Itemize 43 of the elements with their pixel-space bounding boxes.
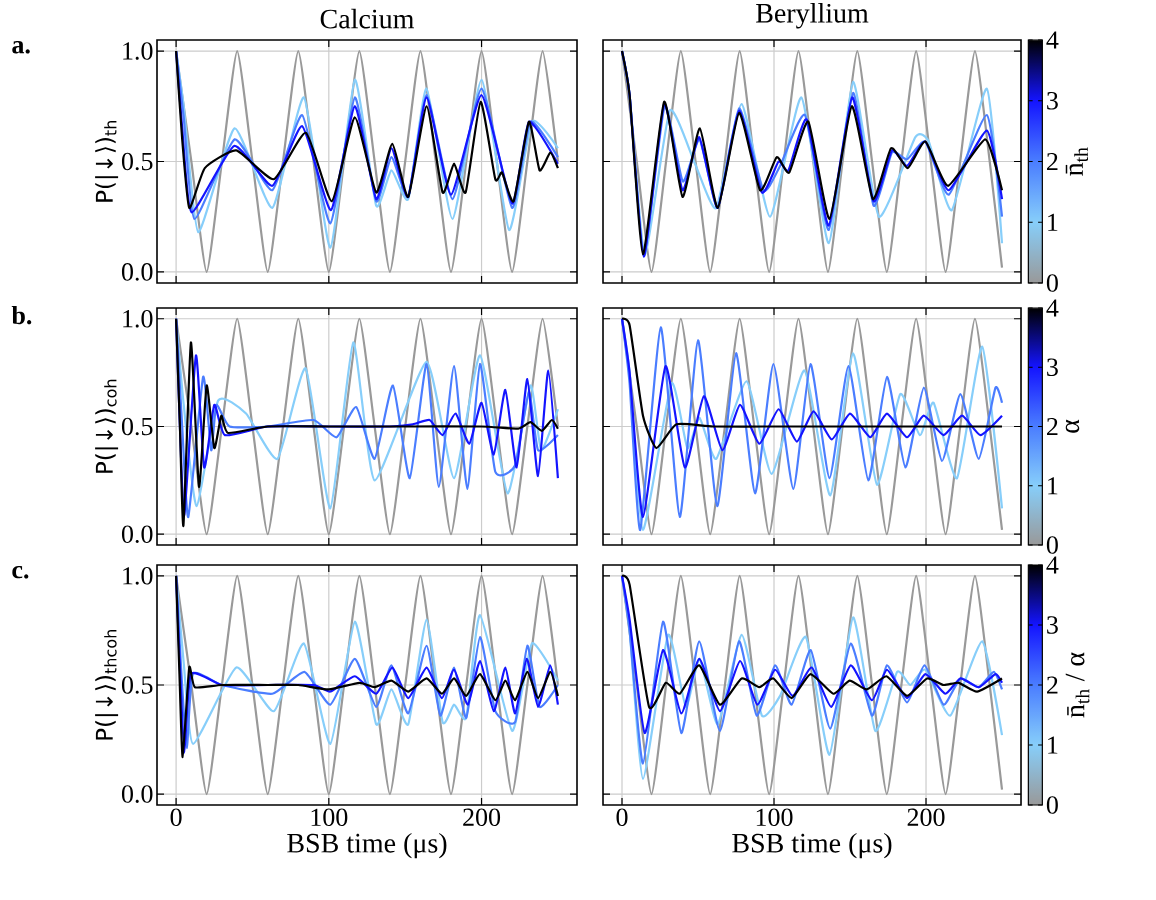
y-tick-label: 0.5 [121, 676, 153, 694]
chart-title: Calcium [320, 8, 415, 29]
color-bar-title: n̄$_{th}$ [1065, 147, 1088, 176]
color-bar-title: n̄$_{th}$ / α [1065, 652, 1090, 718]
chart-title: Beryllium [756, 2, 869, 29]
y-tick-label: 0.0 [121, 525, 153, 544]
text: a. [12, 40, 30, 54]
color-bar-label: 0 [1046, 536, 1058, 554]
text: c. [12, 565, 29, 579]
color-bar-label: 0 [1046, 796, 1058, 814]
color-bar-title: α [1065, 419, 1080, 433]
color-bar-label: 4 [1046, 299, 1059, 317]
x-tick-label: 200 [463, 808, 501, 827]
x-axis-title: BSB time (μs) [287, 832, 447, 859]
y-tick-label: 0.0 [121, 785, 153, 803]
color-bar-label: 2 [1047, 152, 1058, 171]
y-axis-title: P(|↓⟩)$_{thcoh}$ [95, 629, 119, 740]
y-axis-title: P(|↓⟩)$_{coh}$ [95, 379, 119, 473]
x-tick-label: 0 [616, 808, 628, 827]
y-tick-label: 0.5 [121, 417, 153, 436]
y-tick-label: 1.0 [123, 567, 153, 585]
x-tick-label: 0 [170, 808, 182, 827]
y-tick-label: 1.0 [123, 309, 153, 328]
x-tick-label: 100 [311, 808, 348, 827]
y-tick-label: 1.0 [123, 42, 153, 60]
x-tick-label: 200 [907, 808, 945, 827]
color-bar-label: 0 [1046, 274, 1058, 292]
color-bar-label: 2 [1047, 417, 1058, 436]
text: b. [11, 305, 32, 325]
x-tick-label: 100 [756, 808, 793, 827]
color-bar-label: 3 [1047, 358, 1058, 376]
color-bar-label: 1 [1048, 477, 1058, 495]
y-axis-title: P(|↓⟩)$_{th}$ [95, 120, 119, 202]
color-bar-label: 2 [1047, 676, 1058, 694]
color-bar-label: 3 [1047, 92, 1058, 110]
color-bar-label: 1 [1048, 736, 1058, 754]
color-bar-label: 1 [1048, 213, 1058, 231]
y-tick-label: 0.5 [121, 152, 153, 171]
color-bar-label: 4 [1046, 31, 1059, 49]
color-bar-label: 3 [1047, 616, 1058, 634]
color-bar-label: 4 [1046, 556, 1059, 574]
x-axis-title: BSB time (μs) [732, 832, 892, 859]
y-tick-label: 0.0 [121, 263, 153, 281]
